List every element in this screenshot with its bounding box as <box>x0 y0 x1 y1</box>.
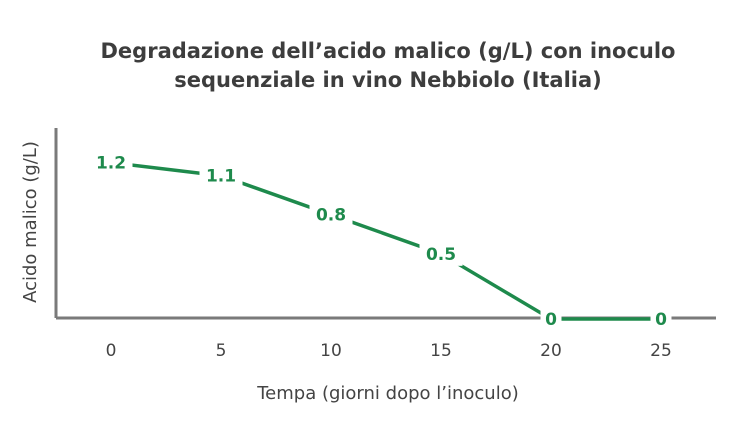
x-tick-label: 0 <box>106 341 117 361</box>
data-label-background <box>419 241 463 266</box>
data-label-background <box>199 163 243 188</box>
data-label-background <box>650 307 672 331</box>
data-label: 0 <box>655 310 667 330</box>
chart-title-line-2: sequenziale in vino Nebbiolo (Italia) <box>174 68 602 92</box>
series-line <box>110 160 661 321</box>
data-labels: 1.2 1.1 0.8 0.5 0 0 <box>89 150 672 331</box>
data-label-background <box>89 150 133 175</box>
data-label: 1.2 <box>96 154 126 174</box>
data-label: 0.5 <box>426 245 456 265</box>
y-axis-label: Acido malico (g/L) <box>20 141 41 303</box>
x-tick-label: 15 <box>430 341 452 361</box>
x-tick-label: 25 <box>650 341 672 361</box>
x-axis-label: Tempa (giorni dopo l’inoculo) <box>256 383 518 404</box>
data-label: 0 <box>545 310 557 330</box>
data-label-background <box>540 307 562 331</box>
x-tick-label: 5 <box>216 341 227 361</box>
x-tick-label: 20 <box>540 341 562 361</box>
chart-title-line-1: Degradazione dell’acido malico (g/L) con… <box>101 39 676 63</box>
data-label: 0.8 <box>316 206 346 226</box>
data-label-background <box>309 202 353 227</box>
x-tick-labels: 0 5 10 15 20 25 <box>106 341 672 361</box>
x-tick-label: 10 <box>320 341 342 361</box>
data-label: 1.1 <box>206 167 236 187</box>
